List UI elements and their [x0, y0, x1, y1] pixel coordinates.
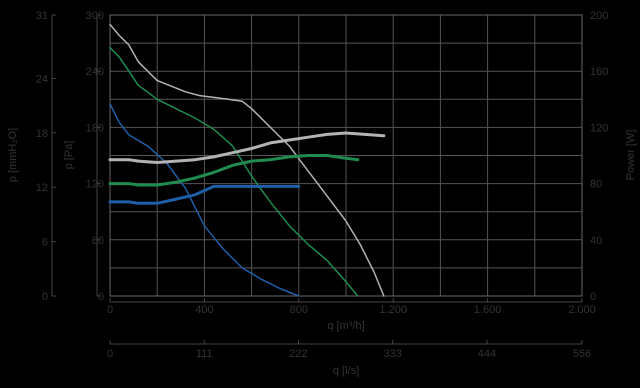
x2-tick-label: 111 — [196, 348, 213, 360]
y-power-tick-label: 0 — [590, 291, 596, 303]
x2-axis-label: q [l/s] — [333, 365, 359, 377]
y-pa-axis-label: p [Pa] — [63, 141, 75, 170]
power-curve-3 — [108, 184, 301, 205]
power-curve-5 — [108, 131, 386, 164]
y-power-axis-label: Power [W] — [625, 130, 637, 181]
y-pa-tick-label: 240 — [86, 66, 104, 78]
y-pa-tick-label: 300 — [86, 10, 104, 22]
pressure-curve-1 — [109, 47, 359, 297]
y-mmh2o-axis-label: p [mmH₂O] — [7, 128, 19, 182]
x2-tick-label: 333 — [384, 348, 402, 360]
x2-tick-label: 222 — [289, 348, 307, 360]
y-mmh2o-tick-label: 12 — [36, 182, 48, 194]
y-mmh2o-tick-label: 0 — [42, 291, 48, 303]
pressure-curve-2 — [109, 23, 385, 297]
y-power-tick-label: 200 — [590, 10, 608, 22]
x-tick-label: 0 — [107, 304, 113, 316]
y-mmh2o-tick-label: 31 — [36, 10, 48, 22]
y-power-tick-label: 160 — [590, 66, 608, 78]
y-power-tick-label: 40 — [590, 235, 602, 247]
y-pa-tick-label: 120 — [86, 179, 104, 191]
y-pa-tick-label: 60 — [92, 235, 104, 247]
x-axis-label: q [m³/h] — [327, 320, 364, 332]
x-tick-label: 1.200 — [379, 304, 407, 316]
y-power-tick-label: 80 — [590, 179, 602, 191]
x-tick-label: 400 — [195, 304, 213, 316]
x-tick-label: 2.000 — [568, 304, 596, 316]
y-mmh2o-tick-label: 6 — [42, 237, 48, 249]
x2-tick-label: 556 — [573, 348, 591, 360]
x-tick-label: 1.600 — [474, 304, 502, 316]
grid-lines — [109, 14, 583, 297]
power-curve-4 — [108, 154, 360, 187]
pressure-curve-0 — [109, 103, 300, 297]
y-power-tick-label: 120 — [590, 122, 608, 134]
axes-group: 0 60 120 180 240 300 0 6 12 18 24 31 0 40 80 120 160 200 0… — [36, 10, 609, 360]
y-pa-tick-label: 180 — [86, 122, 104, 134]
series-group — [108, 23, 386, 297]
y-pa-tick-label: 0 — [98, 291, 104, 303]
x2-tick-label: 444 — [478, 348, 496, 360]
x-tick-label: 800 — [290, 304, 308, 316]
y-mmh2o-tick-label: 18 — [36, 128, 48, 140]
plot-border — [109, 14, 583, 297]
x2-tick-label: 0 — [107, 348, 113, 360]
y-mmh2o-tick-label: 24 — [36, 73, 48, 85]
